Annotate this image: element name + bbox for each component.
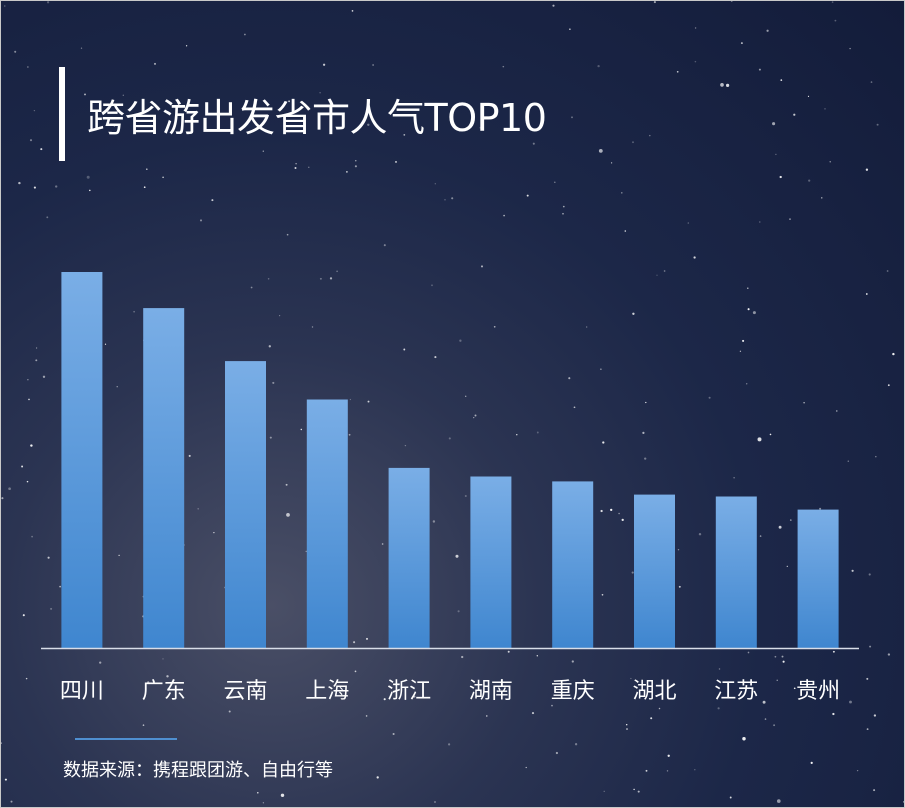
x-tick-label: 湖北	[632, 679, 676, 704]
chart-title: 跨省游出发省市人气TOP10	[87, 96, 547, 140]
bar-3	[225, 361, 266, 648]
x-tick-label: 江苏	[714, 679, 758, 704]
x-tick-label: 湖南	[469, 679, 513, 704]
source-divider	[75, 738, 177, 740]
x-tick-label: 重庆	[551, 679, 595, 704]
x-tick-label: 四川	[60, 679, 104, 704]
bar-10	[797, 509, 839, 648]
bar-1	[61, 272, 103, 648]
bar-4	[306, 399, 348, 648]
bar-6	[470, 476, 512, 648]
x-tick-labels: 四川 广东 云南 上海 浙江 湖南 重庆 湖北 江苏 贵州	[60, 679, 840, 704]
title-accent-bar	[59, 67, 65, 161]
bar-7	[552, 481, 594, 648]
bar-9	[715, 496, 757, 648]
x-tick-label: 上海	[305, 679, 349, 704]
bar-2	[143, 308, 185, 648]
x-tick-label: 云南	[223, 679, 267, 704]
x-tick-label: 贵州	[796, 679, 840, 704]
bar-8	[634, 494, 675, 648]
x-tick-label: 浙江	[387, 679, 431, 704]
bar-series	[61, 272, 839, 648]
bar-5	[388, 467, 430, 648]
data-source-note: 数据来源：携程跟团游、自由行等	[63, 760, 333, 781]
x-tick-label: 广东	[142, 679, 186, 704]
